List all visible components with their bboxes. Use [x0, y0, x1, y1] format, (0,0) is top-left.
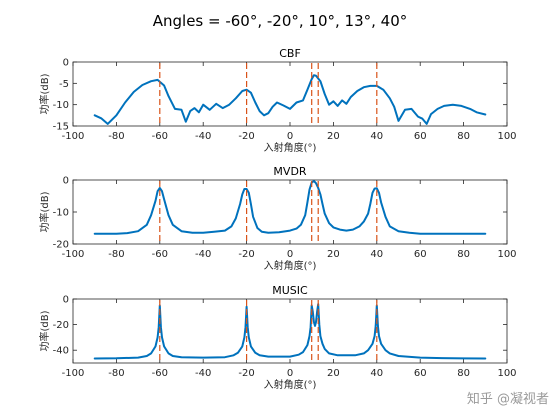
- axes-box: [72, 61, 508, 127]
- x-tick-label: -80: [108, 131, 124, 142]
- x-tick-label: 100: [497, 368, 516, 379]
- y-tick-label: 0: [63, 176, 69, 187]
- figure-title: Angles = -60°, -20°, 10°, 13°, 40°: [153, 12, 408, 30]
- x-tick-label: -60: [152, 249, 168, 260]
- x-tick-label: -40: [195, 368, 211, 379]
- y-tick-label: -5: [59, 79, 69, 90]
- x-tick-label: -20: [238, 131, 254, 142]
- subplot-music: MUSIC -100 -80 -60 -40 -20 0 20 40 60 80 100 -40 -20 0…: [38, 284, 517, 391]
- subplot-title: CBF: [279, 47, 301, 60]
- y-tick-label: 0: [63, 58, 69, 69]
- x-tick-label: 0: [287, 131, 293, 142]
- series-line: [93, 180, 487, 235]
- axes-box: [72, 298, 508, 364]
- y-tick-label: -20: [53, 240, 69, 251]
- x-tick-label: 20: [327, 249, 340, 260]
- y-tick-label: -10: [53, 100, 69, 111]
- subplots: CBF-100 -80 -60 -40 -20 0 20 40 60 80 100-15-10-50…: [38, 47, 517, 391]
- x-tick-label: 100: [497, 249, 516, 260]
- x-tick-label: -20: [238, 368, 254, 379]
- y-axis-label: 功率(dB): [38, 310, 51, 351]
- y-tick-label: -10: [53, 208, 69, 219]
- subplot-mvdr: MVDR-100 -80 -60 -40 -20 0 20 40 60 80 100-20-100入…: [38, 165, 517, 272]
- x-axis-label: 入射角度(°): [264, 378, 317, 391]
- x-axis-label: 入射角度(°): [264, 141, 317, 154]
- y-tick-label: 0: [63, 295, 69, 306]
- x-tick-label: -100: [62, 131, 85, 142]
- x-tick-label: 80: [457, 249, 470, 260]
- watermark: 知乎 @凝视者: [467, 391, 549, 407]
- x-tick-label: 60: [414, 249, 427, 260]
- y-tick-label: -15: [53, 122, 69, 133]
- x-tick-label: -100: [62, 249, 85, 260]
- series-line: [93, 74, 487, 125]
- x-tick-label: 0: [287, 368, 293, 379]
- x-tick-label: 80: [457, 368, 470, 379]
- x-tick-label: 20: [327, 368, 340, 379]
- y-axis-label: 功率(dB): [38, 73, 51, 114]
- x-tick-label: 40: [370, 249, 383, 260]
- x-tick-label: -40: [195, 249, 211, 260]
- x-tick-label: -60: [152, 131, 168, 142]
- y-tick-label: -40: [53, 346, 69, 357]
- x-tick-label: -40: [195, 131, 211, 142]
- x-axis-label: 入射角度(°): [264, 259, 317, 272]
- x-tick-label: 40: [370, 131, 383, 142]
- x-tick-label: -20: [238, 249, 254, 260]
- x-tick-label: -80: [108, 249, 124, 260]
- y-axis-label: 功率(dB): [38, 191, 51, 232]
- x-tick-label: 80: [457, 131, 470, 142]
- x-tick-label: -80: [108, 368, 124, 379]
- x-tick-label: 60: [414, 368, 427, 379]
- x-tick-label: -100: [62, 368, 85, 379]
- series-line: [93, 303, 487, 360]
- subplot-title: MVDR: [273, 165, 306, 178]
- x-tick-label: -60: [152, 368, 168, 379]
- y-tick-label: -20: [53, 320, 69, 331]
- x-tick-label: 40: [370, 368, 383, 379]
- x-tick-label: 60: [414, 131, 427, 142]
- x-tick-label: 100: [497, 131, 516, 142]
- subplot-title: MUSIC: [272, 284, 308, 297]
- x-tick-label: 20: [327, 131, 340, 142]
- subplot-cbf: CBF -100 -80 -60 -40 -20 0 20 40 60 80 100 -15 -10 -5 0…: [38, 47, 517, 154]
- x-tick-label: 0: [287, 249, 293, 260]
